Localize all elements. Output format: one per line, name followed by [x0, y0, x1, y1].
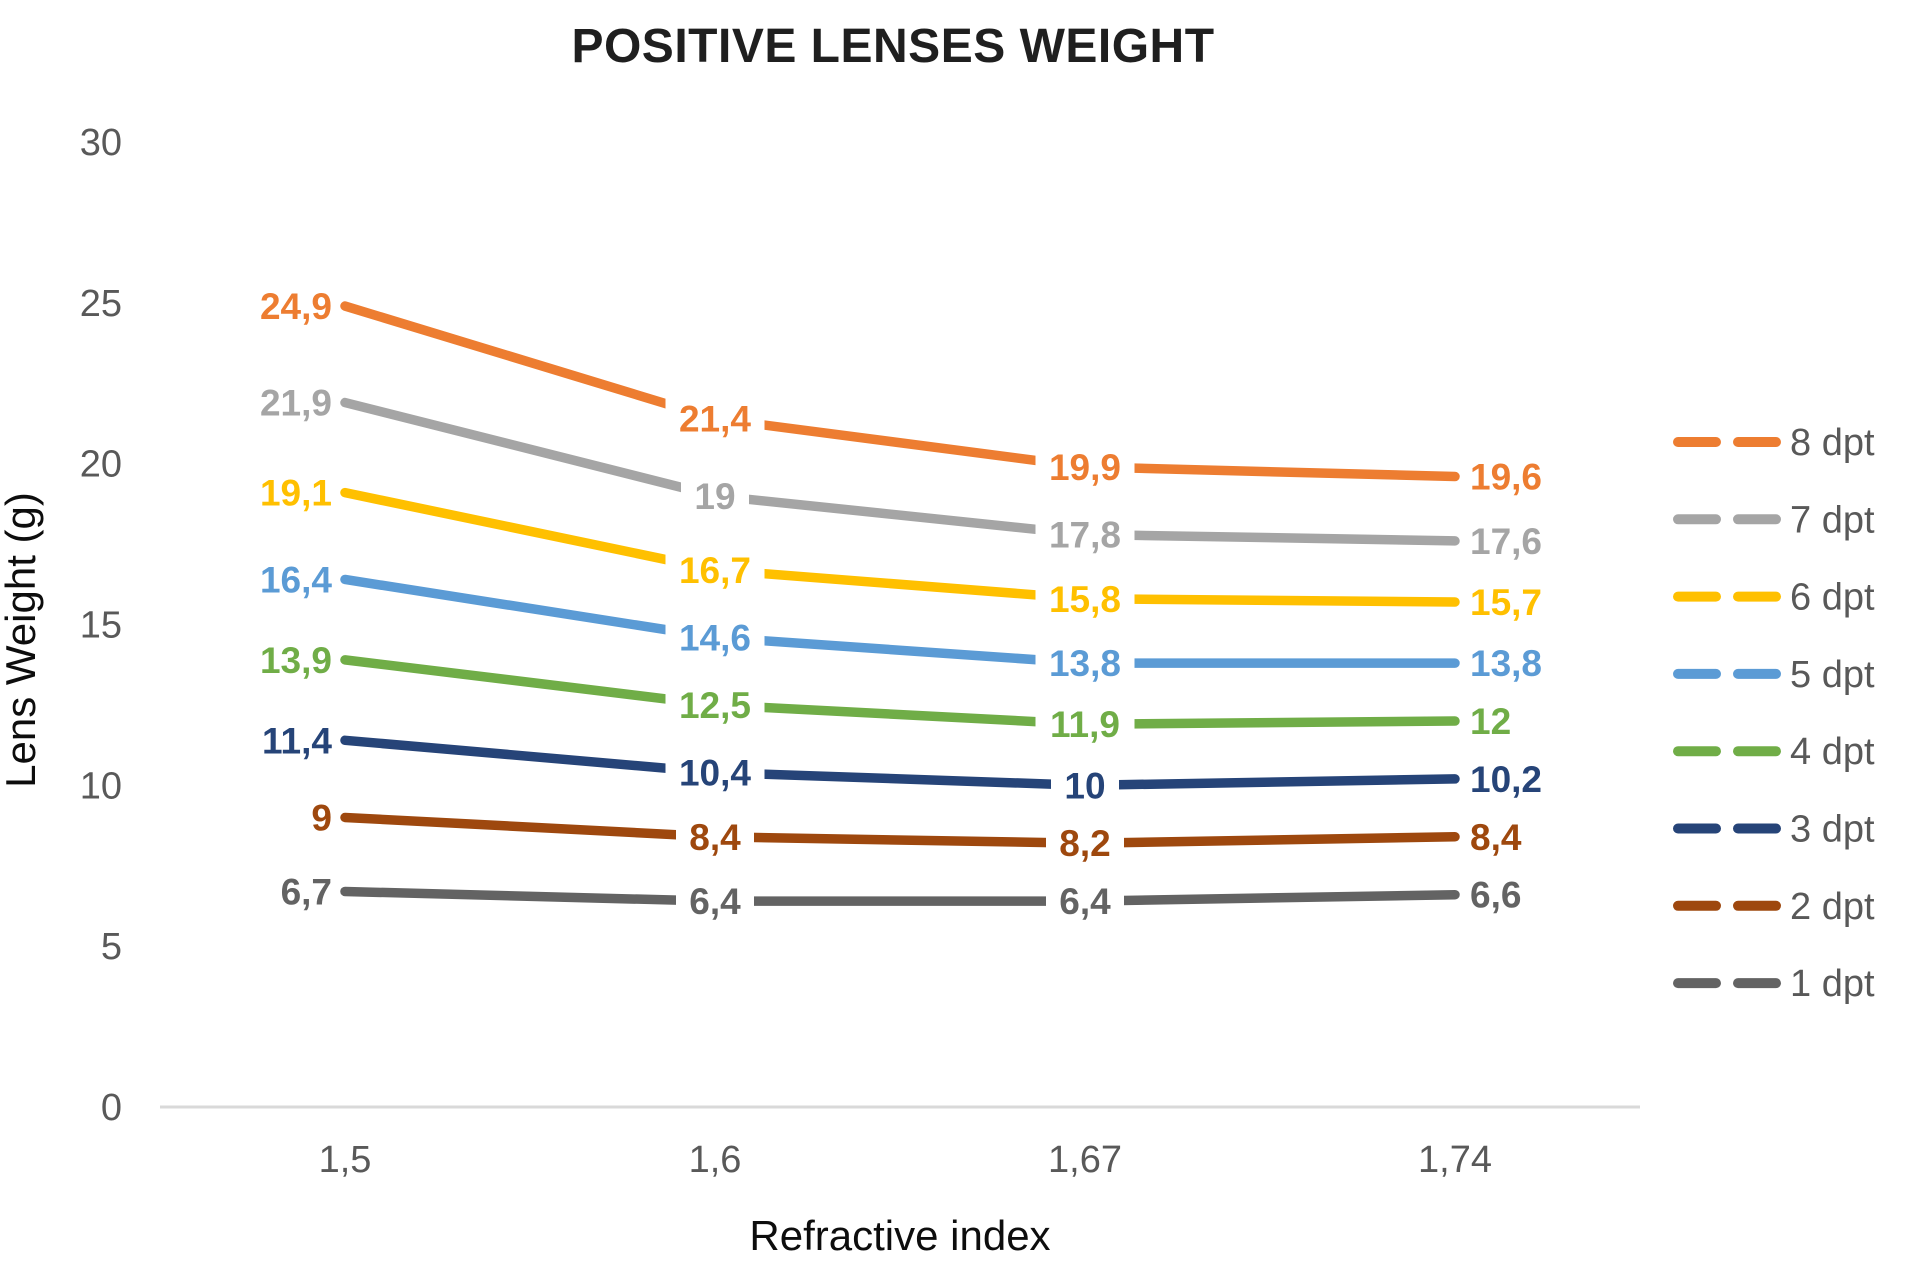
- data-label: 19,9: [1049, 447, 1121, 488]
- data-label: 15,7: [1470, 582, 1542, 623]
- data-label-mask: [1035, 640, 1135, 687]
- legend-item-label: 8 dpt: [1790, 422, 1875, 464]
- data-label-mask: [665, 395, 765, 442]
- data-label: 8,2: [1059, 823, 1110, 864]
- data-label-layer: 24,9 21,4 19,9 19,6 21,9 19 17,8 17,6 19,1 16,7 15…: [260, 286, 1542, 925]
- series-line-1-dpt: [340, 886, 1460, 906]
- data-label: 16,4: [260, 559, 332, 600]
- y-tick-label: 0: [101, 1087, 122, 1129]
- data-label: 12,5: [679, 685, 751, 726]
- series-line-4-dpt: [340, 655, 1460, 729]
- legend-item-label: 3 dpt: [1790, 809, 1875, 851]
- y-tick-label: 10: [80, 765, 122, 807]
- legend-item: 1 dpt: [1673, 963, 1875, 1005]
- y-tick-label: 30: [80, 122, 122, 164]
- y-tick-label: 5: [101, 926, 122, 968]
- data-label: 6,6: [1470, 875, 1521, 916]
- y-axis-title: Lens Weight (g): [0, 492, 44, 788]
- data-label: 11,4: [262, 720, 332, 761]
- data-label-mask: [1046, 820, 1124, 867]
- data-label: 8,4: [1470, 817, 1522, 858]
- data-label: 21,9: [260, 383, 332, 424]
- legend-item-label: 2 dpt: [1790, 886, 1875, 928]
- data-label: 17,6: [1470, 521, 1542, 562]
- legend-item-label: 4 dpt: [1790, 731, 1875, 773]
- axis-layer: 0 5 10 15 20 25 30 1,5 1,6 1,67 1,74: [80, 122, 1640, 1181]
- legend-item: 4 dpt: [1673, 731, 1875, 773]
- legend-item: 2 dpt: [1673, 886, 1875, 928]
- legend-item: 5 dpt: [1673, 654, 1875, 696]
- data-label-mask: [676, 878, 754, 925]
- legend-item: 6 dpt: [1673, 577, 1875, 619]
- x-tick-label: 1,5: [319, 1139, 372, 1181]
- data-label: 19,1: [260, 473, 332, 514]
- legend: 8 dpt 7 dpt 6 dpt 5 dpt 4 dpt 3 dpt 2 dpt 1 dpt: [1673, 422, 1875, 1005]
- x-tick-label: 1,6: [689, 1139, 742, 1181]
- data-label-mask: [665, 614, 765, 661]
- legend-item-label: 6 dpt: [1790, 577, 1875, 619]
- data-label: 24,9: [260, 286, 332, 327]
- legend-item: 3 dpt: [1673, 809, 1875, 851]
- x-axis-title: Refractive index: [749, 1212, 1050, 1259]
- data-label-mask: [1035, 575, 1135, 622]
- data-label: 9: [311, 798, 332, 839]
- data-label: 10,4: [679, 752, 751, 793]
- data-label: 10,2: [1470, 759, 1542, 800]
- series-layer: [340, 301, 1460, 906]
- legend-item: 7 dpt: [1673, 499, 1875, 541]
- legend-item-label: 7 dpt: [1790, 499, 1875, 541]
- series-line-8-dpt: [340, 301, 1460, 482]
- series-line-2-dpt: [340, 812, 1460, 848]
- data-label: 6,7: [281, 871, 332, 912]
- data-label: 6,4: [1059, 881, 1111, 922]
- data-label: 8,4: [689, 817, 741, 858]
- series-line-7-dpt: [340, 397, 1460, 546]
- data-label-mask: [665, 749, 765, 796]
- legend-item-label: 5 dpt: [1790, 654, 1875, 696]
- data-label-mask: [1046, 878, 1124, 925]
- data-label: 10: [1064, 765, 1105, 806]
- series-line-3-dpt: [340, 735, 1460, 791]
- data-label-mask: [665, 681, 765, 728]
- data-label: 19: [694, 476, 735, 517]
- data-label: 17,8: [1049, 514, 1121, 555]
- legend-item: 8 dpt: [1673, 422, 1875, 464]
- data-label: 13,8: [1049, 643, 1121, 684]
- y-tick-label: 20: [80, 444, 122, 486]
- data-label: 19,6: [1470, 457, 1542, 498]
- data-label-mask: [676, 813, 754, 860]
- legend-item-label: 1 dpt: [1790, 963, 1875, 1005]
- data-label: 13,8: [1470, 643, 1542, 684]
- data-label-mask: [1035, 443, 1135, 490]
- data-label: 6,4: [689, 881, 741, 922]
- y-tick-label: 15: [80, 605, 122, 647]
- data-label: 21,4: [679, 399, 751, 440]
- series-line-5-dpt: [340, 574, 1460, 668]
- data-label: 12: [1470, 701, 1511, 742]
- series-line-6-dpt: [340, 487, 1460, 607]
- data-label-mask: [681, 472, 749, 519]
- data-label-mask: [665, 546, 765, 593]
- data-label-mask: [1035, 701, 1135, 748]
- data-label: 16,7: [679, 550, 751, 591]
- y-tick-label: 25: [80, 283, 122, 325]
- data-label: 13,9: [260, 640, 332, 681]
- data-label: 14,6: [679, 617, 751, 658]
- data-label-mask: [1051, 762, 1119, 809]
- data-label: 15,8: [1049, 579, 1121, 620]
- chart-title: POSITIVE LENSES WEIGHT: [571, 20, 1214, 73]
- x-tick-label: 1,74: [1418, 1139, 1492, 1181]
- data-label: 11,9: [1050, 704, 1120, 745]
- x-tick-label: 1,67: [1048, 1139, 1122, 1181]
- data-label-mask: [1035, 511, 1135, 558]
